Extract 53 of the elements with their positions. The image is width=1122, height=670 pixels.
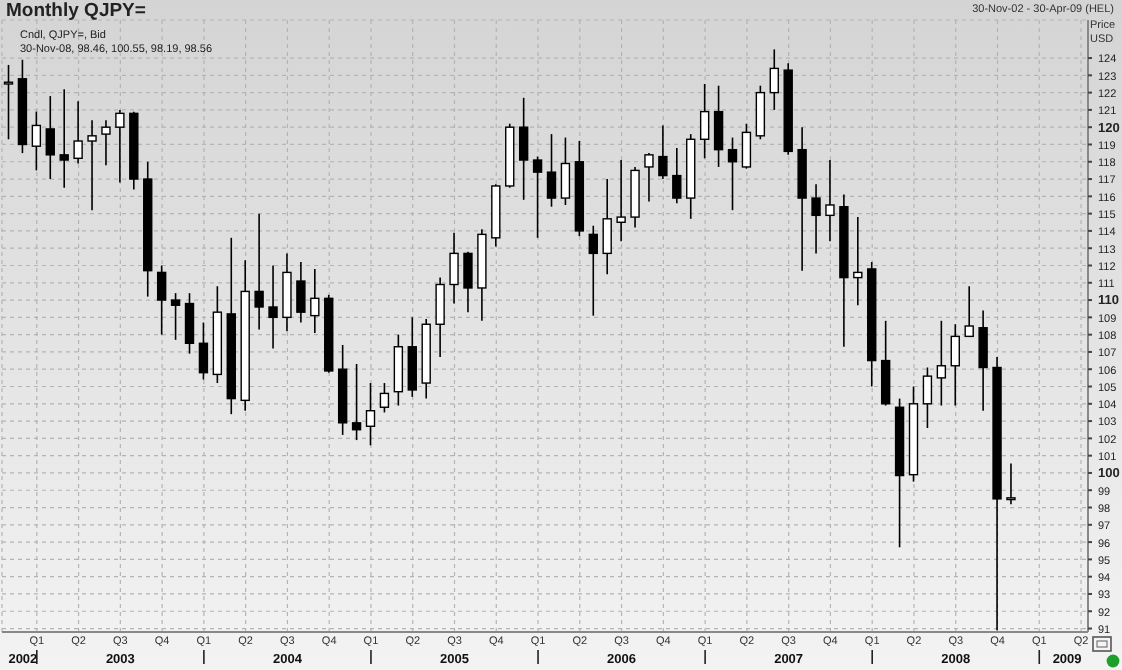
candlestick: [156, 264, 167, 336]
candlestick: [546, 133, 557, 208]
candlestick: [435, 276, 445, 358]
candlestick: [296, 261, 306, 324]
candlestick: [727, 136, 738, 211]
candlestick: [811, 183, 821, 255]
candlestick: [379, 382, 390, 414]
candlestick: [588, 224, 598, 317]
candlestick: [1006, 462, 1016, 506]
candlestick: [964, 285, 974, 338]
candlestick: [268, 264, 278, 350]
candlestick: [310, 268, 320, 334]
candlestick: [825, 159, 835, 243]
candlestick: [769, 48, 779, 111]
candlestick: [170, 292, 181, 341]
candlestick: [950, 323, 960, 407]
candlestick: [73, 100, 83, 165]
candlestick: [880, 320, 891, 407]
candlestick: [115, 109, 125, 184]
candlestick: [936, 320, 947, 407]
candlestick: [644, 152, 654, 203]
candlestick: [198, 321, 209, 381]
chart-title: Monthly QJPY=: [6, 0, 146, 22]
candlestick: [45, 95, 55, 180]
candlestick: [713, 84, 724, 168]
candlestick: [699, 83, 710, 160]
candlestick: [407, 316, 417, 398]
candlestick: [463, 250, 473, 313]
candlestick: [184, 292, 195, 355]
candlestick: [449, 231, 459, 305]
candlestick: [3, 64, 14, 141]
candlestick: [853, 216, 863, 307]
candlestick: [59, 88, 69, 189]
candlestick: [672, 147, 682, 205]
candlestick: [31, 110, 42, 172]
candlestick: [365, 382, 376, 447]
candlestick: [101, 119, 111, 167]
candlestick: [741, 122, 752, 170]
candlestick: [351, 363, 362, 441]
candlestick: [282, 252, 292, 332]
candlestick: [518, 97, 529, 201]
candlestick: [658, 124, 668, 180]
candlestick: [922, 366, 933, 429]
candlestick: [630, 166, 640, 229]
candlestick: [616, 159, 626, 243]
candlestick: [532, 155, 543, 239]
candlestick: [978, 309, 988, 412]
candlestick: [87, 119, 97, 211]
candlestick: [254, 212, 264, 331]
candlestick: [393, 333, 404, 407]
candlestick: [755, 84, 766, 141]
candlestick: [560, 136, 571, 206]
candlestick: [602, 178, 612, 275]
